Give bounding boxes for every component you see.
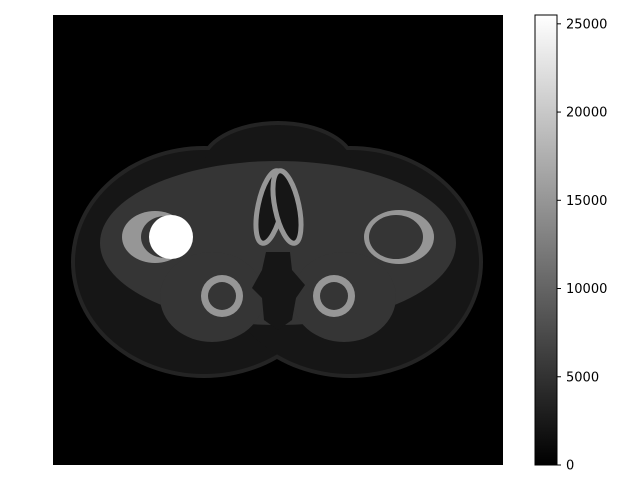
colorbar-frame <box>534 14 558 466</box>
lower-bones <box>201 275 355 317</box>
colorbar: 0 5000 10000 15000 20000 25000 <box>534 14 607 474</box>
colorbar-tick-label: 25000 <box>566 17 607 32</box>
colorbar-ticks: 0 5000 10000 15000 20000 25000 <box>557 17 607 474</box>
lateral-bones <box>122 210 434 264</box>
right-bone-inner <box>369 215 423 259</box>
colorbar-tick-label: 20000 <box>566 106 607 121</box>
colorbar-tick-label: 15000 <box>566 194 607 209</box>
upper-bone-right <box>270 168 304 246</box>
image-panel <box>53 15 503 465</box>
colorbar-tick-label: 10000 <box>566 282 607 297</box>
bright-insert <box>149 215 193 259</box>
upper-bones <box>253 168 304 246</box>
central-dark-region <box>252 252 305 330</box>
lower-bone-left-inner <box>208 282 236 310</box>
lower-bone-right-inner <box>320 282 348 310</box>
colorbar-tick-label: 5000 <box>566 370 599 385</box>
colorbar-gradient <box>535 15 557 465</box>
colorbar-tick-label: 0 <box>566 459 574 474</box>
